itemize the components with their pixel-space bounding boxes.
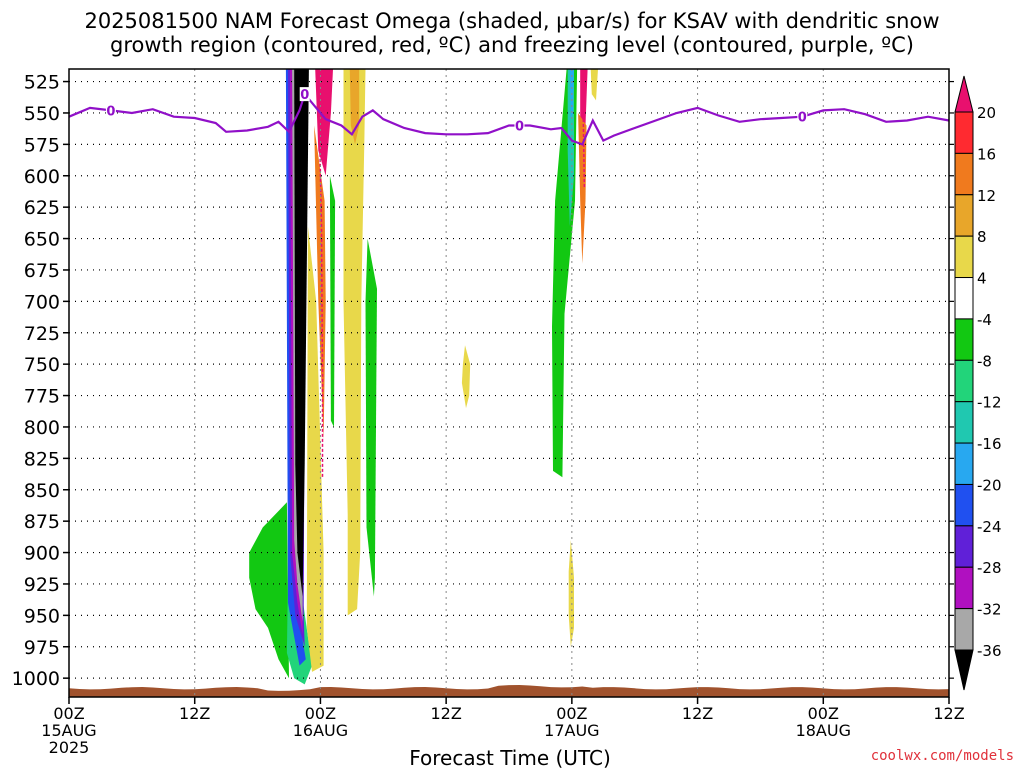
colorbar-swatch-7 (954, 401, 974, 444)
colorbar-label-8: -16 (977, 435, 1002, 453)
x-tick-label-4-0: 00Z (556, 704, 587, 723)
x-tick-label-0-2: 2025 (49, 738, 90, 757)
x-tick-label-7-0: 12Z (933, 704, 964, 723)
omega-region-yellow-top-3 (590, 69, 598, 101)
omega-region-yellow-3 (461, 345, 471, 409)
chart-title-line2: growth region (contoured, red, ºC) and f… (110, 33, 914, 57)
colorbar-label-6: -8 (977, 352, 992, 370)
colorbar-label-5: -4 (977, 311, 992, 329)
terrain-band (69, 685, 949, 697)
colorbar-label-1: 16 (977, 145, 996, 163)
y-tick-label-925: 925 (24, 574, 60, 596)
y-tick-label-525: 525 (24, 72, 60, 94)
colorbar-swatch-10 (954, 525, 974, 568)
colorbar-label-4: 4 (977, 270, 987, 288)
y-tick-label-900: 900 (24, 543, 60, 565)
plot-frame (68, 68, 950, 698)
y-tick-label-700: 700 (24, 291, 60, 313)
y-tick-label-975: 975 (24, 637, 60, 659)
colorbar-swatch-4 (954, 277, 974, 320)
freezing-level-label-1: 0 (515, 120, 524, 135)
colorbar-label-0: 20 (977, 104, 996, 122)
colorbar-swatch-9 (954, 483, 974, 527)
colorbar-swatch-11 (954, 566, 974, 610)
colorbar-label-10: -24 (977, 518, 1002, 536)
y-tick-label-675: 675 (24, 260, 60, 282)
freezing-level-label-2: 0 (798, 111, 807, 126)
colorbar-label-11: -28 (977, 559, 1002, 577)
colorbar-swatch-0 (954, 111, 974, 154)
y-tick-label-625: 625 (24, 197, 60, 219)
y-tick-label-600: 600 (24, 166, 60, 188)
freezing-label-bg-1 (514, 118, 525, 133)
colorbar-label-3: 8 (977, 228, 987, 246)
x-tick-label-0-1: 15AUG (41, 721, 96, 740)
freezing-label-bg-2 (797, 109, 808, 124)
x-tick-label-2-0: 00Z (305, 704, 336, 723)
colorbar-swatch-2 (954, 194, 974, 237)
x-tick-label-0-0: 00Z (53, 704, 84, 723)
freezing-level-layer: 0 0 0 0 (68, 87, 950, 146)
x-tick-label-3-0: 12Z (430, 704, 461, 723)
x-tick-label-2-1: 16AUG (293, 721, 348, 740)
y-tick-label-650: 650 (24, 229, 60, 251)
colorbar-label-9: -20 (977, 476, 1002, 494)
x-tick-label-6-0: 00Z (808, 704, 839, 723)
y-tick-label-750: 750 (24, 354, 60, 376)
colorbar-swatch-6 (954, 359, 974, 403)
site-credit: coolwx.com/models (870, 748, 1014, 764)
y-tick-label-1000: 1000 (12, 668, 60, 690)
colorbar-arrow-top (954, 75, 974, 113)
colorbar-swatch-12 (954, 608, 974, 651)
terrain-layer (69, 685, 949, 697)
colorbar-label-2: 12 (977, 187, 996, 205)
dgz-contour-0 (315, 69, 324, 478)
omega-region-yellow-1 (306, 226, 324, 672)
grid-layer (69, 69, 949, 697)
y-tick-label-825: 825 (24, 448, 60, 470)
freezing-label-bg-0 (105, 103, 116, 118)
freezing-level-line (68, 91, 950, 146)
colorbar: 20 16 12 8 4 -4 -8 -12 -16 -20 -24 -28 -32 -36 (954, 75, 1002, 691)
colorbar-label-7: -12 (977, 394, 1002, 412)
colorbar-swatch-5 (954, 318, 974, 361)
y-tick-label-775: 775 (24, 386, 60, 408)
colorbar-arrow-bottom (954, 649, 974, 691)
x-axis-title: Forecast Time (UTC) (409, 746, 611, 768)
x-tick-label-1-0: 12Z (179, 704, 210, 723)
omega-region-green-2 (365, 238, 377, 597)
freezing-label-bg-3 (299, 87, 310, 102)
plot-border (68, 68, 950, 698)
freezing-level-label-0: 0 (106, 104, 115, 119)
colorbar-swatch-8 (954, 442, 974, 485)
omega-region-yellow-2 (343, 69, 366, 616)
omega-region-green-strip-1 (329, 175, 336, 427)
x-tick-label-5-0: 12Z (682, 704, 713, 723)
colorbar-swatch-3 (954, 235, 974, 279)
y-tick-label-875: 875 (24, 511, 60, 533)
colorbar-swatch-1 (954, 152, 974, 196)
omega-region-black-core (294, 69, 309, 597)
x-tick-label-6-1: 18AUG (796, 721, 851, 740)
dgz-contour-1 (581, 69, 586, 189)
colorbar-label-13: -36 (977, 642, 1002, 660)
omega-region-yellow-4 (568, 540, 574, 647)
colorbar-label-12: -32 (977, 601, 1002, 619)
omega-region-green-1 (249, 502, 289, 679)
x-tick-label-4-1: 17AUG (544, 721, 599, 740)
chart-title-line1: 2025081500 NAM Forecast Omega (shaded, µ… (84, 9, 939, 33)
y-tick-label-575: 575 (24, 134, 60, 156)
y-tick-label-850: 850 (24, 480, 60, 502)
y-tick-label-800: 800 (24, 417, 60, 439)
y-tick-label-550: 550 (24, 103, 60, 125)
y-tick-label-725: 725 (24, 323, 60, 345)
plot-area (249, 69, 598, 685)
y-axis: 525 550 575 600 625 650 675 700 725 750 775 800 825 8… (12, 72, 954, 690)
freezing-level-label-3: 0 (300, 88, 309, 103)
y-tick-label-950: 950 (24, 605, 60, 627)
